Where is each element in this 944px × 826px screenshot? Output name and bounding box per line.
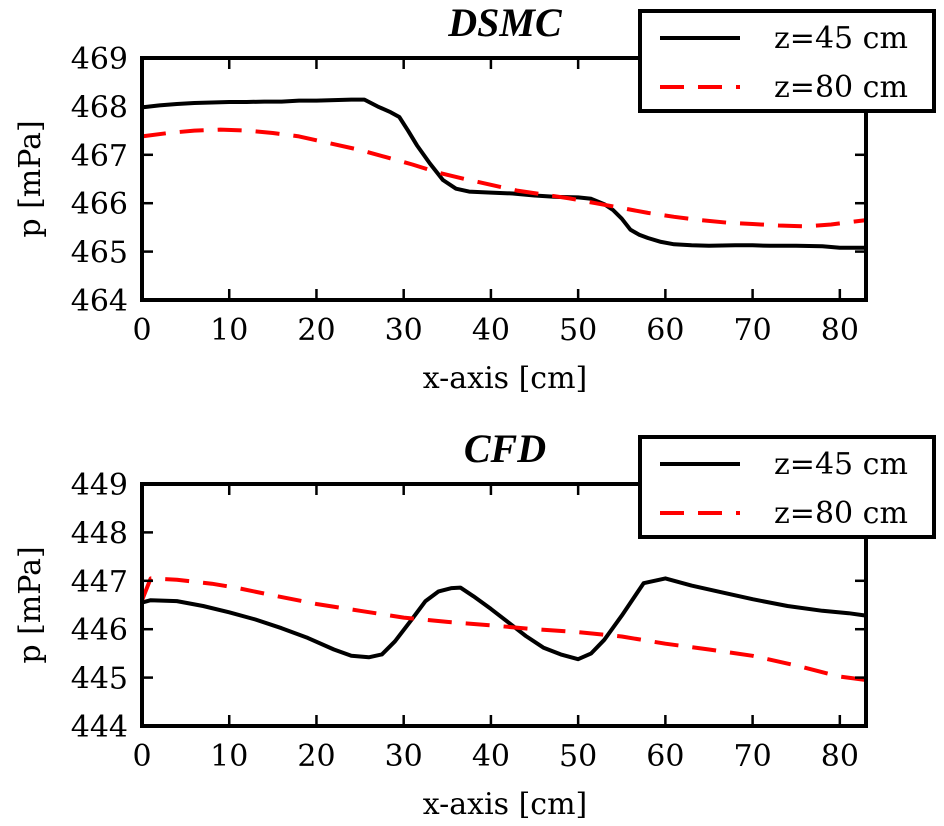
legend-box xyxy=(638,9,936,113)
y-tick-label: 444 xyxy=(71,710,128,745)
cfd-chart: CFD 444 445 446 447 448 449 0 10 20 30 4… xyxy=(13,426,936,822)
x-tick-labels: 0 10 20 30 40 50 60 70 80 xyxy=(132,739,858,774)
x-tick-label: 40 xyxy=(472,313,510,348)
x-tick-label: 10 xyxy=(210,313,248,348)
legend-box xyxy=(638,435,936,539)
series-layer xyxy=(141,97,867,250)
x-tick-label: 0 xyxy=(132,313,151,348)
chart-title: DSMC xyxy=(447,0,563,45)
x-tick-label: 10 xyxy=(210,739,248,774)
y-axis-label: p [mPa] xyxy=(13,546,48,663)
y-tick-label: 465 xyxy=(71,236,128,271)
series-line-z80 xyxy=(141,127,867,229)
legend-label-z45: z=45 cm xyxy=(774,21,908,56)
legend: z=45 cm z=80 cm xyxy=(638,435,936,539)
chart-title: CFD xyxy=(464,426,546,471)
x-tick-label: 80 xyxy=(821,739,859,774)
plot-frame xyxy=(140,482,868,728)
x-tick-label: 20 xyxy=(297,739,335,774)
y-tick-label: 468 xyxy=(71,90,128,125)
x-tick-label: 50 xyxy=(559,313,597,348)
legend: z=45 cm z=80 cm xyxy=(638,9,936,113)
x-tick-label: 70 xyxy=(734,739,772,774)
x-axis-label: x-axis [cm] xyxy=(423,787,588,822)
legend-label-z80: z=80 cm xyxy=(774,496,908,531)
x-tick-label: 70 xyxy=(734,313,772,348)
x-tick-label: 60 xyxy=(646,313,684,348)
x-tick-label: 80 xyxy=(821,313,859,348)
y-tick-label: 448 xyxy=(71,516,128,551)
plot-frame xyxy=(140,56,868,302)
y-tick-label: 466 xyxy=(71,187,128,222)
y-tick-label: 445 xyxy=(71,662,128,697)
series-line-z45 xyxy=(141,576,867,662)
y-tick-label: 469 xyxy=(71,42,128,77)
series-line-z45 xyxy=(141,97,866,250)
y-tick-label: 446 xyxy=(71,613,128,648)
y-tick-labels: 444 445 446 447 448 449 xyxy=(71,468,128,745)
dsmc-chart: DSMC 464 465 466 467 468 469 0 10 20 30 … xyxy=(13,0,936,396)
x-tick-label: 0 xyxy=(132,739,151,774)
x-tick-label: 60 xyxy=(646,739,684,774)
series-layer xyxy=(140,576,867,682)
y-tick-label: 467 xyxy=(71,139,128,174)
x-tick-label: 30 xyxy=(385,739,423,774)
legend-label-z80: z=80 cm xyxy=(774,70,908,105)
x-axis-label: x-axis [cm] xyxy=(423,361,588,396)
x-tick-label: 30 xyxy=(385,313,423,348)
y-tick-label: 464 xyxy=(71,284,128,319)
x-tick-label: 40 xyxy=(472,739,510,774)
x-tick-label: 50 xyxy=(559,739,597,774)
legend-label-z45: z=45 cm xyxy=(774,447,908,482)
y-tick-label: 449 xyxy=(71,468,128,503)
x-tick-label: 20 xyxy=(297,313,335,348)
series-line-z80 xyxy=(140,576,867,682)
y-axis-label: p [mPa] xyxy=(13,120,48,237)
x-tick-labels: 0 10 20 30 40 50 60 70 80 xyxy=(132,313,858,348)
y-tick-labels: 464 465 466 467 468 469 xyxy=(71,42,128,319)
y-tick-label: 447 xyxy=(71,565,128,600)
